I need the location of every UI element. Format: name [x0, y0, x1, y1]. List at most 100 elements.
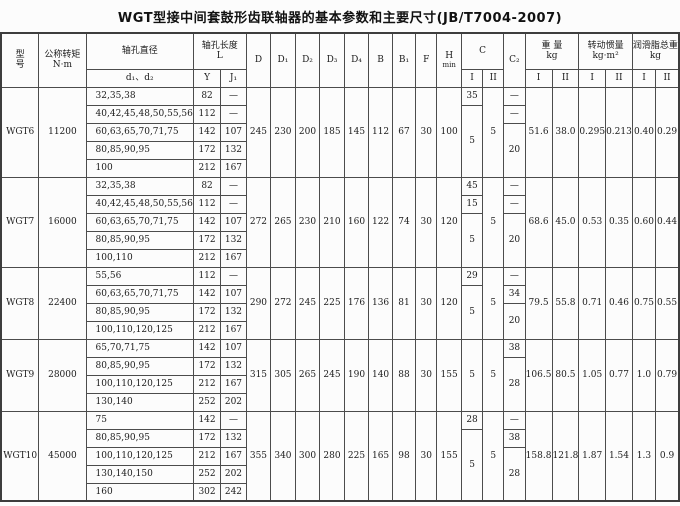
header-weight-II: II	[551, 68, 580, 88]
c2-cell: 28	[503, 356, 526, 412]
torque-cell: 16000	[38, 176, 87, 268]
grease-II-cell: 0.29	[655, 86, 680, 178]
dim-F-cell: 30	[415, 266, 438, 340]
header-dim-B: B	[368, 32, 393, 88]
header-dim-D1: D₁	[270, 32, 296, 88]
c-II-cell: 5	[482, 410, 505, 502]
table-row: 130,140,150 252 202	[1, 464, 679, 484]
length-J1-cell: 167	[220, 158, 247, 178]
table-row: 100,110 212 167	[1, 248, 679, 268]
bore-diameters-cell: 160	[85, 482, 194, 502]
c-II-cell: 5	[482, 338, 505, 412]
parameters-table: 型号 公称转矩 N·m 轴孔直径 轴孔长度 L D D₁ D₂ D₃ D₄ B B₁…	[0, 32, 680, 502]
weight-I-cell: 51.6	[524, 86, 553, 178]
header-grease-line2: kg	[649, 51, 662, 62]
dim-Hmin-cell: 155	[436, 410, 462, 502]
bore-diameters-cell: 100,110,120,125	[85, 320, 194, 340]
dim-D2-cell: 230	[294, 176, 321, 268]
c-I-cell: 28	[460, 410, 484, 430]
grease-II-cell: 0.9	[655, 410, 680, 502]
header-model-line1: 型	[15, 49, 25, 60]
c2-cell: 38	[503, 428, 526, 448]
dim-Hmin-cell: 100	[436, 86, 462, 178]
header-inertia-line2: kg·m²	[592, 51, 619, 62]
dim-D3-cell: 185	[319, 86, 345, 178]
weight-II-cell: 38.0	[551, 86, 580, 178]
table-body: WGT6 11200 32,35,38 82—245 230 200 185 145 112 67…	[0, 86, 680, 502]
bore-diameters-cell: 60,63,65,70,71,75	[85, 284, 194, 304]
header-col-J1: J₁	[220, 68, 247, 88]
header-dim-D3: D₃	[319, 32, 345, 88]
header-C-I: I	[460, 68, 484, 88]
length-J1-cell: —	[220, 194, 247, 214]
header-inertia-line1: 转动惯量	[587, 40, 624, 51]
length-Y-cell: 252	[192, 392, 222, 412]
bore-diameters-cell: 100	[85, 158, 194, 178]
inertia-I-cell: 0.53	[578, 176, 607, 268]
table-row: 80,85,90,95 172 132	[1, 140, 679, 160]
weight-I-cell: 158.8	[524, 410, 553, 502]
c2-cell: —	[503, 176, 526, 196]
length-J1-cell: —	[220, 104, 247, 124]
dim-B-cell: 165	[368, 410, 393, 502]
header-dim-F: F	[415, 32, 438, 88]
length-Y-cell: 172	[192, 356, 222, 376]
grease-I-cell: 0.75	[631, 266, 657, 340]
length-Y-cell: 212	[192, 248, 222, 268]
dim-D-cell: 290	[245, 266, 272, 340]
c-I-cell: 5	[460, 284, 484, 340]
dim-F-cell: 30	[415, 86, 438, 178]
bore-diameters-cell: 80,85,90,95	[85, 356, 194, 376]
c2-cell: —	[503, 104, 526, 124]
length-J1-cell: 132	[220, 428, 247, 448]
bore-diameters-cell: 80,85,90,95	[85, 302, 194, 322]
bore-diameters-cell: 130,140,150	[85, 464, 194, 484]
dim-D4-cell: 190	[343, 338, 370, 412]
table-row: 80,85,90,95 172 132 28	[1, 356, 679, 412]
length-Y-cell: 142	[192, 410, 222, 430]
dim-Hmin-cell: 155	[436, 338, 462, 412]
length-Y-cell: 212	[192, 320, 222, 340]
inertia-I-cell: 0.71	[578, 266, 607, 340]
length-Y-cell: 82	[192, 176, 222, 196]
dim-F-cell: 30	[415, 338, 438, 412]
length-Y-cell: 172	[192, 302, 222, 322]
c2-cell: 28	[503, 446, 526, 502]
length-Y-cell: 112	[192, 194, 222, 214]
length-J1-cell: 132	[220, 356, 247, 376]
torque-cell: 11200	[38, 86, 87, 178]
length-J1-cell: 167	[220, 248, 247, 268]
dim-D2-cell: 200	[294, 86, 321, 178]
c2-cell: 20	[503, 212, 526, 268]
header-dim-B1: B₁	[391, 32, 417, 88]
bore-diameters-cell: 60,63,65,70,71,75	[85, 122, 194, 142]
length-J1-cell: 107	[220, 212, 247, 232]
table-row: 160 302 242	[1, 482, 679, 502]
page-title: WGT型接中间套鼓形齿联轴器的基本参数和主要尺寸(JB/T7004-2007)	[117, 11, 563, 26]
header-weight-line2: kg	[546, 51, 558, 62]
dim-F-cell: 30	[415, 410, 438, 502]
length-Y-cell: 142	[192, 122, 222, 142]
table-row: 40,42,45,48,50,55,56 112—5—	[1, 104, 679, 178]
dim-Hmin-cell: 120	[436, 266, 462, 340]
table-row: 40,42,45,48,50,55,56 112—15—	[1, 194, 679, 214]
bore-diameters-cell: 100,110,120,125	[85, 374, 194, 394]
bore-diameters-cell: 32,35,38	[85, 86, 194, 106]
dim-B-cell: 140	[368, 338, 393, 412]
bore-diameters-cell: 100,110	[85, 248, 194, 268]
length-J1-cell: 202	[220, 464, 247, 484]
table-row: 80,85,90,95 172 132 20	[1, 302, 679, 340]
table-row: 100,110,120,125 212 167	[1, 374, 679, 394]
header-bore-diameter-sub: d₁、d₂	[85, 68, 194, 88]
dim-D3-cell: 210	[319, 176, 345, 268]
bore-diameters-cell: 80,85,90,95	[85, 230, 194, 250]
length-Y-cell: 212	[192, 374, 222, 394]
dim-D2-cell: 265	[294, 338, 321, 412]
header-dim-D: D	[245, 32, 272, 88]
length-J1-cell: 132	[220, 230, 247, 250]
length-Y-cell: 142	[192, 212, 222, 232]
grease-I-cell: 0.60	[631, 176, 657, 268]
dim-D4-cell: 160	[343, 176, 370, 268]
header-grease-I: I	[631, 68, 657, 88]
grease-I-cell: 1.3	[631, 410, 657, 502]
